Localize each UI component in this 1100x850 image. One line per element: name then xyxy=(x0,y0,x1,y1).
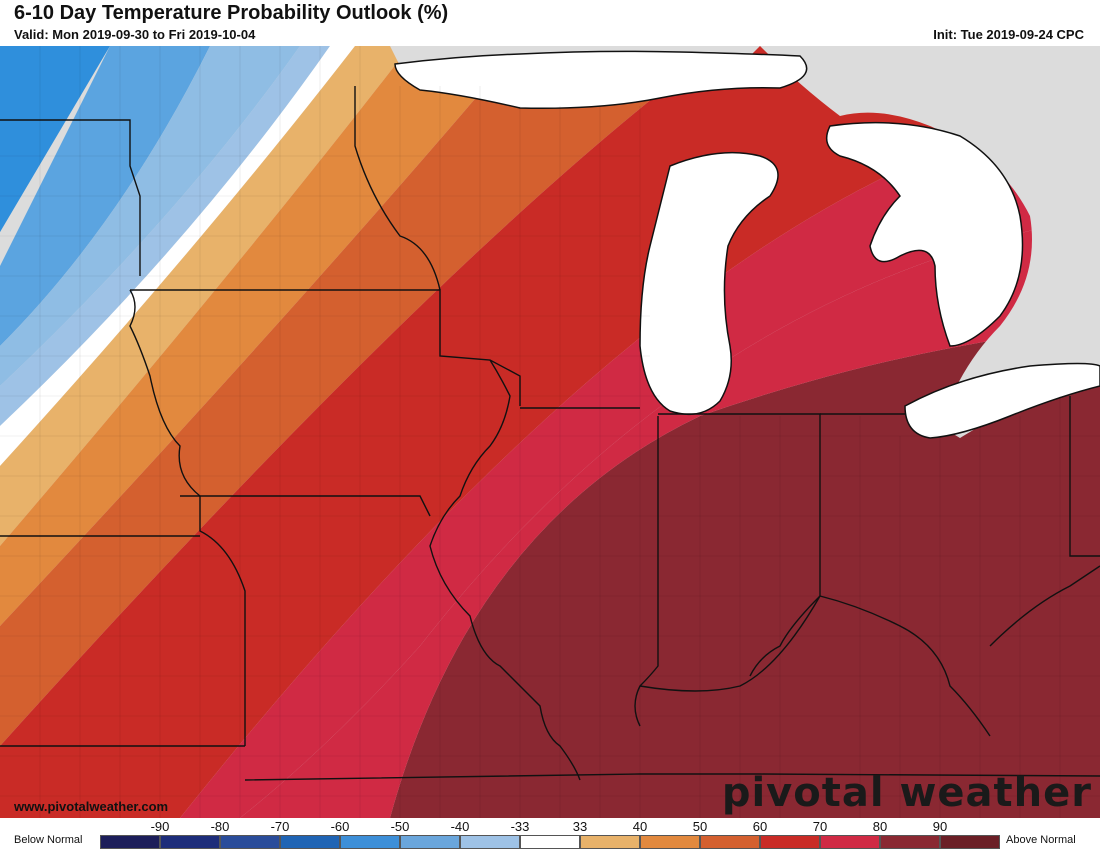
legend-swatch xyxy=(940,835,1000,849)
band-70-above xyxy=(180,106,1100,818)
band-33-above xyxy=(0,46,410,546)
color-legend: -90 -80 -70 -60 -50 -40 -33 33 40 50 60 … xyxy=(0,818,1100,850)
legend-tick: -33 xyxy=(510,819,530,834)
init-time: Init: Tue 2019-09-24 CPC xyxy=(933,27,1084,42)
legend-ticks: -90 -80 -70 -60 -50 -40 -33 33 40 50 60 … xyxy=(0,818,1100,834)
legend-swatch xyxy=(520,835,580,849)
legend-below-label: Below Normal xyxy=(14,834,83,846)
legend-tick: -70 xyxy=(270,819,290,834)
legend-swatch xyxy=(340,835,400,849)
legend-tick: -40 xyxy=(450,819,470,834)
legend-above-label: Above Normal xyxy=(1006,834,1076,846)
website-credit[interactable]: www.pivotalweather.com xyxy=(14,799,169,814)
lake-huron xyxy=(825,121,1024,347)
band-80-above xyxy=(390,216,1100,818)
state-borders xyxy=(0,86,1100,781)
band-40-below xyxy=(0,46,300,386)
band-60-below xyxy=(0,46,110,233)
canada-land xyxy=(760,46,1100,438)
legend-tick: -80 xyxy=(210,819,230,834)
legend-swatch xyxy=(700,835,760,849)
legend-swatch xyxy=(820,835,880,849)
legend-swatch xyxy=(880,835,940,849)
legend-swatch xyxy=(760,835,820,849)
legend-tick: 80 xyxy=(872,819,888,834)
band-50-below xyxy=(0,46,210,346)
county-lines xyxy=(0,46,1100,818)
band-normal xyxy=(0,46,355,466)
legend-swatch xyxy=(160,835,220,849)
brand-logo: pivotal weather xyxy=(721,770,1092,816)
legend-swatch xyxy=(400,835,460,849)
legend-tick: 70 xyxy=(812,819,828,834)
band-40-above xyxy=(0,46,520,626)
legend-swatch xyxy=(460,835,520,849)
lake-erie xyxy=(904,362,1100,439)
legend-swatch xyxy=(100,835,160,849)
legend-tick: 50 xyxy=(692,819,708,834)
legend-tick: 40 xyxy=(632,819,648,834)
outlook-map xyxy=(0,46,1100,818)
legend-swatch xyxy=(580,835,640,849)
legend-tick: 60 xyxy=(752,819,768,834)
legend-tick: 33 xyxy=(572,819,588,834)
legend-tick: -90 xyxy=(150,819,170,834)
header: 6-10 Day Temperature Probability Outlook… xyxy=(0,0,1100,46)
lake-michigan xyxy=(639,151,779,416)
legend-swatch xyxy=(220,835,280,849)
band-60-above xyxy=(0,46,1100,818)
legend-swatch xyxy=(280,835,340,849)
lake-superior xyxy=(394,50,808,110)
legend-swatch xyxy=(640,835,700,849)
band-33-below xyxy=(0,46,330,426)
map-title: 6-10 Day Temperature Probability Outlook… xyxy=(14,2,449,24)
legend-tick: -50 xyxy=(390,819,410,834)
valid-period: Valid: Mon 2019-09-30 to Fri 2019-10-04 xyxy=(14,27,256,42)
legend-swatches xyxy=(100,835,1000,849)
legend-tick: -60 xyxy=(330,819,350,834)
legend-tick: 90 xyxy=(932,819,948,834)
